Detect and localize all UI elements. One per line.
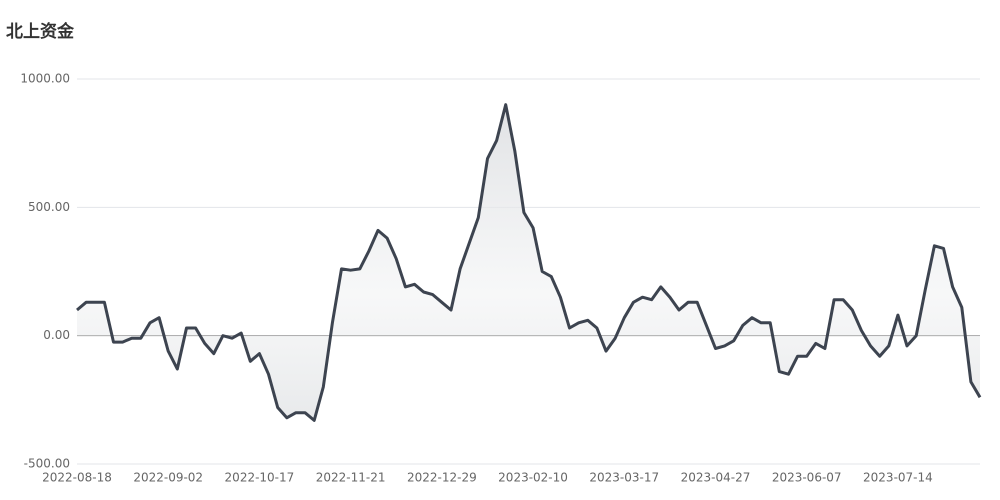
x-tick-label: 2023-04-27 bbox=[681, 471, 751, 485]
x-tick-label: 2023-06-07 bbox=[772, 471, 842, 485]
chart-title: 北上资金 bbox=[6, 21, 75, 42]
x-tick-label: 2022-12-29 bbox=[407, 471, 477, 485]
x-tick-label: 2022-09-02 bbox=[133, 471, 203, 485]
y-tick-label: 0.00 bbox=[43, 328, 70, 342]
area bbox=[77, 104, 980, 421]
x-tick-label: 2023-03-17 bbox=[589, 471, 659, 485]
x-tick-label: 2022-10-17 bbox=[225, 471, 295, 485]
x-tick-label: 2023-02-10 bbox=[498, 471, 568, 485]
y-tick-label: 500.00 bbox=[28, 200, 70, 214]
y-tick-label: 1000.00 bbox=[20, 72, 70, 86]
x-tick-label: 2022-08-18 bbox=[42, 471, 112, 485]
y-tick-label: -500.00 bbox=[24, 457, 70, 471]
x-tick-label: 2022-11-21 bbox=[316, 471, 386, 485]
x-tick-label: 2023-07-14 bbox=[863, 471, 933, 485]
line bbox=[76, 103, 982, 422]
